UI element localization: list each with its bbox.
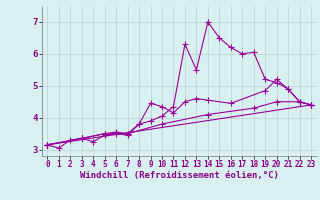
X-axis label: Windchill (Refroidissement éolien,°C): Windchill (Refroidissement éolien,°C) [80, 171, 279, 180]
